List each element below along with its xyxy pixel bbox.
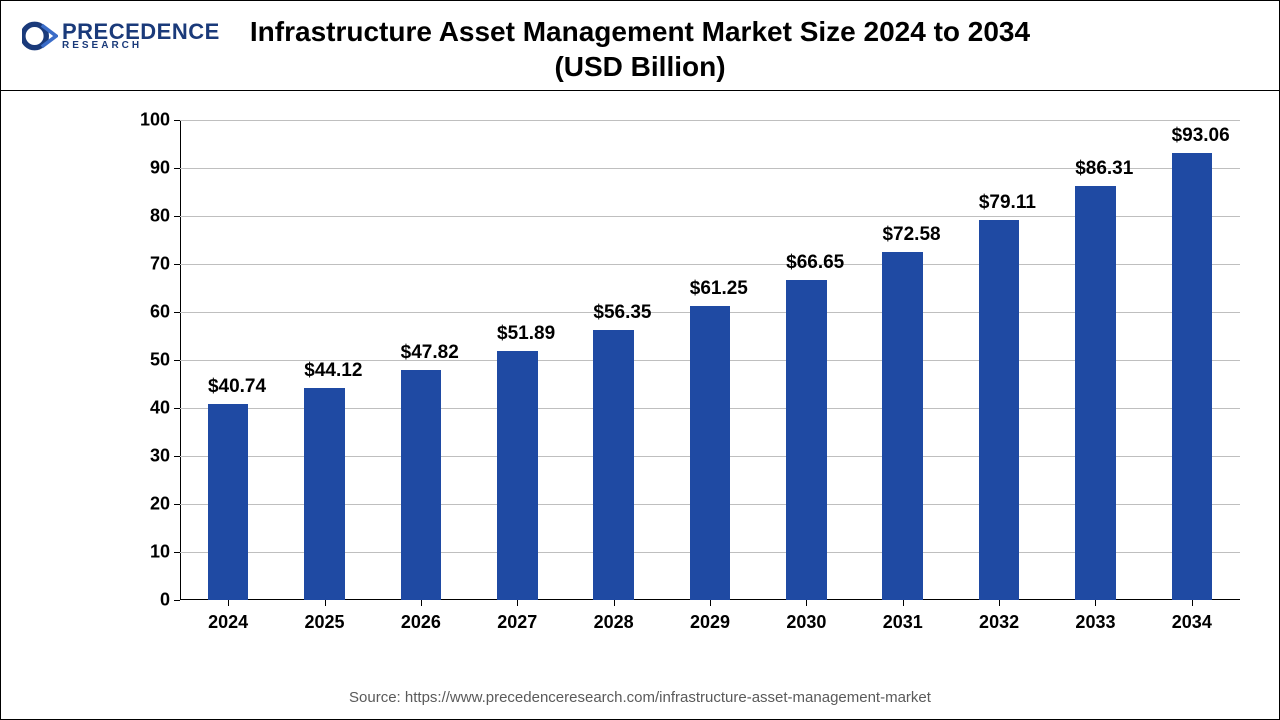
x-tick-mark [517, 600, 518, 606]
x-tick-mark [806, 600, 807, 606]
bar: $66.65 [786, 280, 826, 600]
y-tick-mark [174, 552, 180, 553]
chart-area: $40.74 $44.12 $47.82 $51.89 $56.35 $61.25 $66.… [130, 120, 1240, 630]
x-tick-mark [325, 600, 326, 606]
y-tick-mark [174, 456, 180, 457]
chart-title: Infrastructure Asset Management Market S… [0, 14, 1280, 84]
y-tick-mark [174, 504, 180, 505]
x-tick-mark [421, 600, 422, 606]
bar-value-label: $51.89 [497, 323, 537, 345]
bars-container: $40.74 $44.12 $47.82 $51.89 $56.35 $61.25 $66.… [180, 120, 1240, 600]
y-tick-label: 90 [130, 158, 170, 179]
bar-value-label: $47.82 [401, 342, 441, 364]
y-tick-label: 30 [130, 446, 170, 467]
y-tick-label: 10 [130, 542, 170, 563]
x-tick-mark [228, 600, 229, 606]
y-tick-label: 60 [130, 302, 170, 323]
bar-value-label: $86.31 [1075, 158, 1115, 180]
x-tick-mark [1192, 600, 1193, 606]
bar-value-label: $93.06 [1172, 125, 1212, 147]
y-tick-label: 40 [130, 398, 170, 419]
x-tick-mark [999, 600, 1000, 606]
bar: $51.89 [497, 351, 537, 600]
bar-value-label: $40.74 [208, 376, 248, 398]
bar-value-label: $61.25 [690, 278, 730, 300]
title-line-2: (USD Billion) [554, 51, 725, 82]
y-tick-mark [174, 216, 180, 217]
title-line-1: Infrastructure Asset Management Market S… [250, 16, 1030, 47]
bar-value-label: $66.65 [786, 252, 826, 274]
x-tick-label: 2026 [401, 612, 441, 633]
y-tick-mark [174, 360, 180, 361]
bar: $44.12 [304, 388, 344, 600]
x-tick-mark [1095, 600, 1096, 606]
title-divider [0, 90, 1280, 91]
y-tick-label: 50 [130, 350, 170, 371]
bar: $86.31 [1075, 186, 1115, 600]
y-tick-mark [174, 408, 180, 409]
x-tick-label: 2029 [690, 612, 730, 633]
y-tick-label: 20 [130, 494, 170, 515]
bar: $61.25 [690, 306, 730, 600]
x-tick-mark [710, 600, 711, 606]
x-tick-label: 2028 [594, 612, 634, 633]
y-tick-mark [174, 264, 180, 265]
x-tick-label: 2025 [305, 612, 345, 633]
x-tick-label: 2034 [1172, 612, 1212, 633]
bar: $40.74 [208, 404, 248, 600]
y-tick-mark [174, 168, 180, 169]
y-tick-label: 70 [130, 254, 170, 275]
bar: $93.06 [1172, 153, 1212, 600]
source-text: Source: https://www.precedenceresearch.c… [0, 689, 1280, 706]
x-tick-mark [614, 600, 615, 606]
x-tick-label: 2027 [497, 612, 537, 633]
plot-region: $40.74 $44.12 $47.82 $51.89 $56.35 $61.25 $66.… [180, 120, 1240, 600]
x-tick-label: 2033 [1075, 612, 1115, 633]
y-tick-mark [174, 312, 180, 313]
bar-value-label: $79.11 [979, 192, 1019, 214]
y-tick-label: 100 [130, 110, 170, 131]
y-tick-label: 0 [130, 590, 170, 611]
bar: $79.11 [979, 220, 1019, 600]
x-tick-label: 2032 [979, 612, 1019, 633]
x-tick-mark [903, 600, 904, 606]
x-tick-label: 2031 [883, 612, 923, 633]
bar-value-label: $56.35 [593, 302, 633, 324]
x-tick-label: 2030 [786, 612, 826, 633]
bar-value-label: $44.12 [304, 360, 344, 382]
bar: $47.82 [401, 370, 441, 600]
y-tick-label: 80 [130, 206, 170, 227]
y-tick-mark [174, 120, 180, 121]
bar: $56.35 [593, 330, 633, 600]
y-tick-mark [174, 600, 180, 601]
x-tick-label: 2024 [208, 612, 248, 633]
bar-value-label: $72.58 [882, 224, 922, 246]
bar: $72.58 [882, 252, 922, 600]
